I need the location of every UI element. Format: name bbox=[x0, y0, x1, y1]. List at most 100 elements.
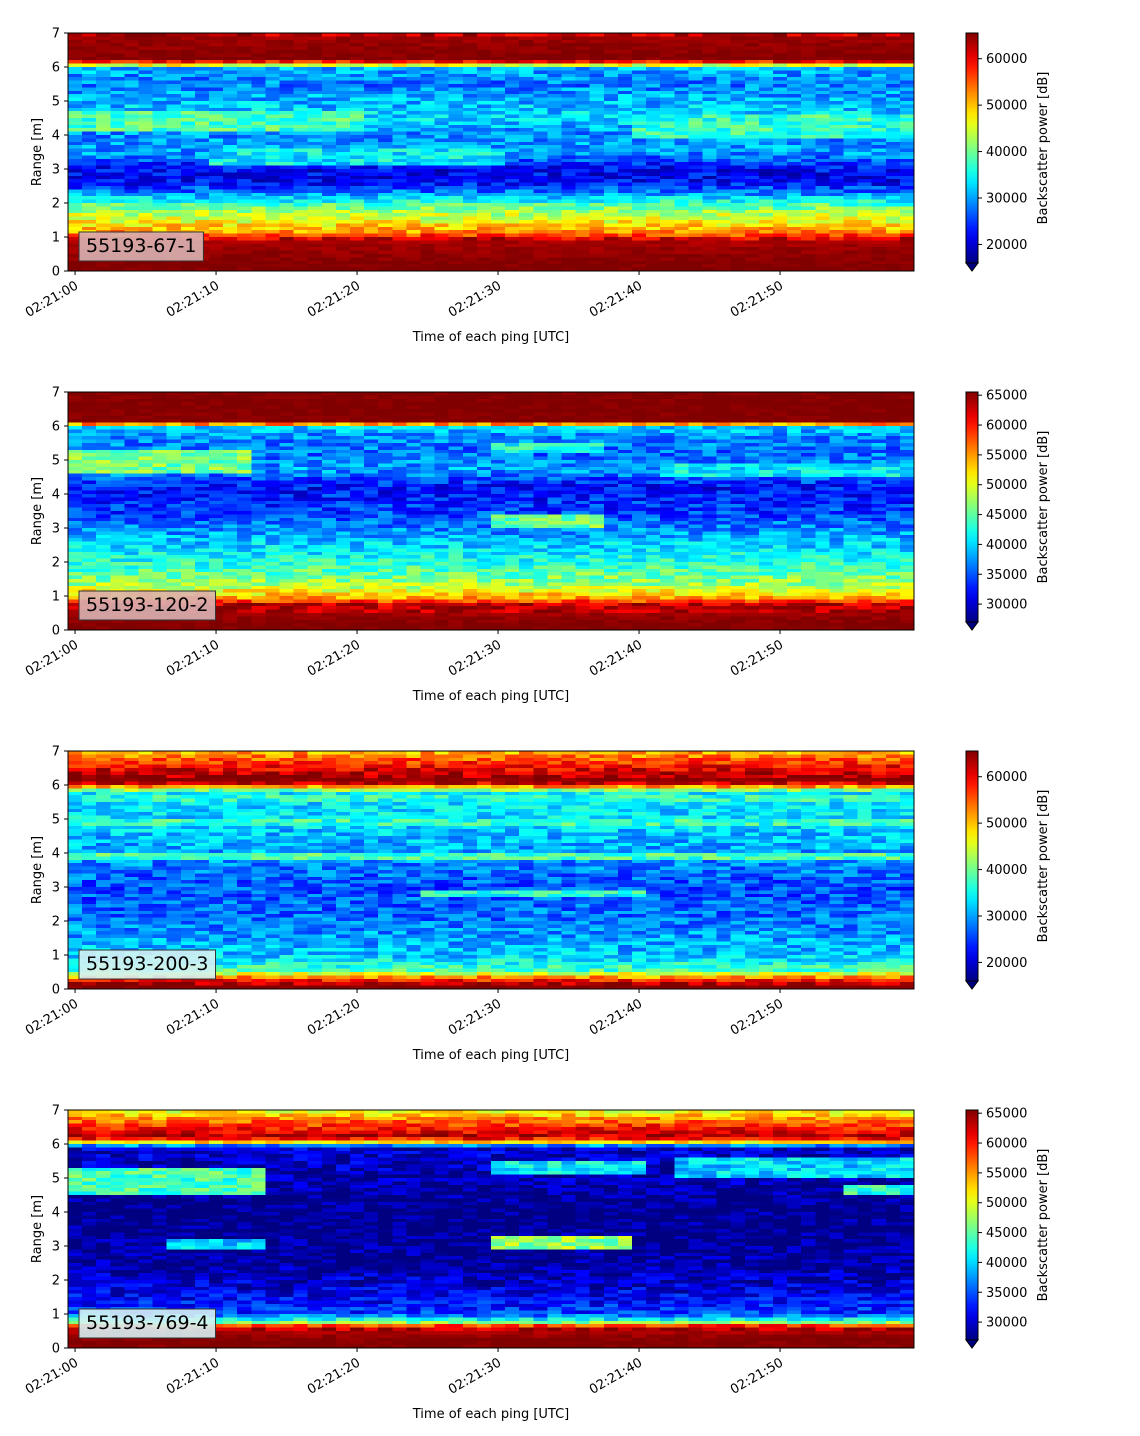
y-tick-label: 6 bbox=[52, 1138, 60, 1153]
y-tick-label: 0 bbox=[52, 624, 60, 639]
colorbar-label: Backscatter power [dB] bbox=[1036, 1149, 1051, 1302]
x-tick-label: 02:21:50 bbox=[728, 996, 786, 1038]
colorbar-tick-label: 40000 bbox=[986, 1256, 1027, 1271]
colorbar-tick-label: 30000 bbox=[986, 1316, 1027, 1331]
colorbar-tick-label: 40000 bbox=[986, 538, 1027, 553]
y-tick-label: 0 bbox=[52, 265, 60, 280]
x-tick-label: 02:21:10 bbox=[164, 637, 222, 679]
x-tick-label: 02:21:20 bbox=[305, 278, 363, 320]
colorbar: 20000 30000 40000 50000 60000 Backscatter pow… bbox=[965, 750, 1051, 990]
y-tick-label: 5 bbox=[52, 813, 60, 828]
colorbar-label: Backscatter power [dB] bbox=[1036, 72, 1051, 225]
y-axis-label: Range [m] bbox=[30, 1195, 45, 1263]
heatmap-cells bbox=[68, 1110, 915, 1349]
y-tick-label: 5 bbox=[52, 454, 60, 469]
colorbar-tick-label: 65000 bbox=[986, 1107, 1027, 1122]
colorbar: 30000 35000 40000 45000 50000 55000 60000 65000… bbox=[965, 389, 1051, 631]
colorbar-tick-label: 35000 bbox=[986, 1286, 1027, 1301]
y-tick-label: 1 bbox=[52, 590, 60, 605]
x-tick-label: 02:21:30 bbox=[446, 637, 504, 679]
panel-2: 0 1 2 3 4 5 6 7 Range [m] 02:21:00 02:21:10 02:21:2… bbox=[23, 386, 1051, 705]
x-axis-label: Time of each ping [UTC] bbox=[412, 330, 570, 345]
svg-text:55193-67-1: 55193-67-1 bbox=[86, 235, 196, 257]
y-tick-label: 2 bbox=[52, 915, 60, 930]
y-tick-label: 6 bbox=[52, 779, 60, 794]
colorbar-tick-label: 50000 bbox=[986, 817, 1027, 832]
colorbar-tick-label: 50000 bbox=[986, 99, 1027, 114]
axes-frame bbox=[67, 32, 915, 272]
y-tick-label: 2 bbox=[52, 556, 60, 571]
x-tick-label: 02:21:00 bbox=[23, 278, 81, 320]
colorbar-tick-label: 60000 bbox=[986, 770, 1027, 785]
panel-4: 0 1 2 3 4 5 6 7 Range [m] 02:21:00 02:21:10 02:21:2… bbox=[23, 1104, 1051, 1423]
y-tick-label: 1 bbox=[52, 231, 60, 246]
colorbar-tick-label: 55000 bbox=[986, 448, 1027, 463]
colorbar: 20000 30000 40000 50000 60000 Backscatter pow… bbox=[965, 32, 1051, 272]
y-tick-label: 2 bbox=[52, 197, 60, 212]
axes-frame bbox=[67, 750, 915, 990]
x-tick-label: 02:21:40 bbox=[587, 1355, 645, 1397]
x-tick-label: 02:21:30 bbox=[446, 278, 504, 320]
panel-3: 0 1 2 3 4 5 6 7 Range [m] 02:21:00 02:21:10 02:21:2… bbox=[23, 745, 1051, 1064]
colorbar-tick-label: 45000 bbox=[986, 508, 1027, 523]
panel-1: 0 1 2 3 4 5 6 7 Range [m] 02:21:00 02:21:10 02:21:2… bbox=[23, 27, 1051, 346]
y-tick-label: 4 bbox=[52, 847, 60, 862]
y-tick-label: 4 bbox=[52, 1206, 60, 1221]
y-tick-label: 6 bbox=[52, 61, 60, 76]
y-tick-label: 2 bbox=[52, 1274, 60, 1289]
colorbar-tick-label: 20000 bbox=[986, 956, 1027, 971]
y-tick-label: 4 bbox=[52, 488, 60, 503]
colorbar-label: Backscatter power [dB] bbox=[1036, 790, 1051, 943]
y-tick-label: 3 bbox=[52, 163, 60, 178]
y-tick-label: 3 bbox=[52, 1240, 60, 1255]
y-axis-label: Range [m] bbox=[30, 477, 45, 545]
y-tick-label: 1 bbox=[52, 1308, 60, 1323]
x-axis-label: Time of each ping [UTC] bbox=[412, 1048, 570, 1063]
colorbar: 30000 35000 40000 45000 50000 55000 60000 65000… bbox=[965, 1107, 1051, 1349]
colorbar-tick-label: 40000 bbox=[986, 145, 1027, 160]
x-tick-label: 02:21:30 bbox=[446, 1355, 504, 1397]
series-tag: 55193-67-1 bbox=[78, 231, 204, 262]
colorbar-tick-label: 60000 bbox=[986, 419, 1027, 434]
x-tick-label: 02:21:00 bbox=[23, 637, 81, 679]
y-tick-label: 7 bbox=[52, 1104, 60, 1119]
x-tick-label: 02:21:10 bbox=[164, 1355, 222, 1397]
x-tick-label: 02:21:00 bbox=[23, 996, 81, 1038]
colorbar-tick-label: 45000 bbox=[986, 1226, 1027, 1241]
colorbar-extend-arrow bbox=[965, 980, 979, 990]
colorbar-tick-label: 65000 bbox=[986, 389, 1027, 404]
x-tick-label: 02:21:50 bbox=[728, 637, 786, 679]
x-tick-label: 02:21:40 bbox=[587, 637, 645, 679]
colorbar-tick-label: 40000 bbox=[986, 863, 1027, 878]
colorbar-tick-label: 30000 bbox=[986, 191, 1027, 206]
axes-frame bbox=[67, 1109, 915, 1349]
x-tick-label: 02:21:50 bbox=[728, 1355, 786, 1397]
colorbar-tick-label: 30000 bbox=[986, 909, 1027, 924]
y-tick-label: 4 bbox=[52, 129, 60, 144]
colorbar-tick-label: 30000 bbox=[986, 598, 1027, 613]
colorbar-extend-arrow bbox=[965, 1339, 979, 1349]
y-tick-label: 3 bbox=[52, 522, 60, 537]
x-axis-label: Time of each ping [UTC] bbox=[412, 1407, 570, 1422]
colorbar-extend-arrow bbox=[965, 621, 979, 631]
x-tick-label: 02:21:10 bbox=[164, 996, 222, 1038]
series-tag: 55193-120-2 bbox=[78, 590, 217, 621]
y-tick-label: 6 bbox=[52, 420, 60, 435]
colorbar-tick-label: 35000 bbox=[986, 568, 1027, 583]
x-tick-label: 02:21:00 bbox=[23, 1355, 81, 1397]
y-tick-label: 7 bbox=[52, 745, 60, 760]
colorbar-tick-label: 50000 bbox=[986, 478, 1027, 493]
y-tick-label: 5 bbox=[52, 1172, 60, 1187]
x-tick-label: 02:21:20 bbox=[305, 1355, 363, 1397]
y-tick-label: 0 bbox=[52, 983, 60, 998]
axes-frame bbox=[67, 391, 915, 631]
x-tick-label: 02:21:30 bbox=[446, 996, 504, 1038]
series-tag: 55193-200-3 bbox=[78, 949, 217, 980]
y-tick-label: 3 bbox=[52, 881, 60, 896]
x-tick-label: 02:21:40 bbox=[587, 278, 645, 320]
y-tick-label: 7 bbox=[52, 386, 60, 401]
y-tick-label: 1 bbox=[52, 949, 60, 964]
colorbar-tick-label: 20000 bbox=[986, 238, 1027, 253]
x-tick-label: 02:21:20 bbox=[305, 637, 363, 679]
